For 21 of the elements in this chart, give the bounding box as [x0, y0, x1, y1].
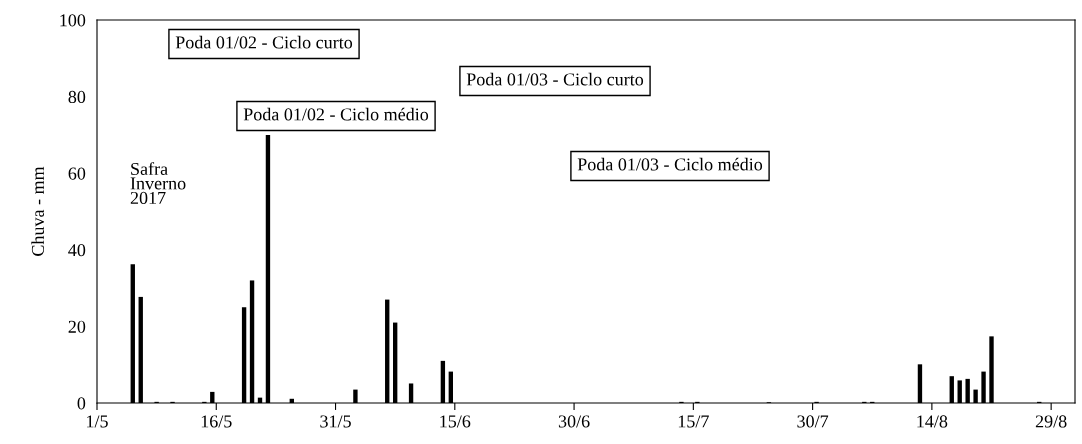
annotation: Safra Inverno 2017 — [130, 162, 186, 205]
annotation: Poda 01/02 - Ciclo médio — [243, 107, 429, 121]
y-tick-label: 60 — [68, 167, 86, 180]
x-tick-label: 30/6 — [558, 415, 590, 428]
x-tick-label: 1/5 — [87, 415, 108, 428]
y-tick-label: 40 — [68, 244, 86, 257]
annotation: Poda 01/03 - Ciclo curto — [466, 72, 644, 86]
annotation: Poda 01/02 - Ciclo curto — [175, 35, 353, 49]
y-tick-label: 80 — [68, 90, 86, 104]
y-tick-label: 0 — [77, 397, 86, 410]
y-tick-label: 100 — [60, 14, 86, 27]
x-tick-label: 29/8 — [1035, 415, 1067, 428]
x-tick-label: 15/7 — [678, 415, 709, 428]
x-tick-label: 30/7 — [797, 415, 829, 428]
x-tick-label: 31/5 — [320, 415, 351, 428]
x-tick-label: 16/5 — [201, 415, 232, 428]
y-tick-label: 20 — [68, 320, 86, 333]
x-tick-label: 14/8 — [917, 415, 948, 428]
annotation: Poda 01/03 - Ciclo médio — [577, 157, 763, 171]
x-tick-label: 15/6 — [440, 415, 471, 428]
y-axis-title: Chuva - mm — [31, 166, 45, 256]
